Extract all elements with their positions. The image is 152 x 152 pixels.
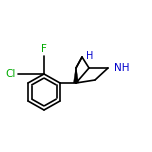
Text: H: H xyxy=(86,51,94,61)
Text: F: F xyxy=(41,44,47,54)
Text: Cl: Cl xyxy=(6,69,16,79)
Polygon shape xyxy=(74,69,78,83)
Text: NH: NH xyxy=(114,63,130,73)
